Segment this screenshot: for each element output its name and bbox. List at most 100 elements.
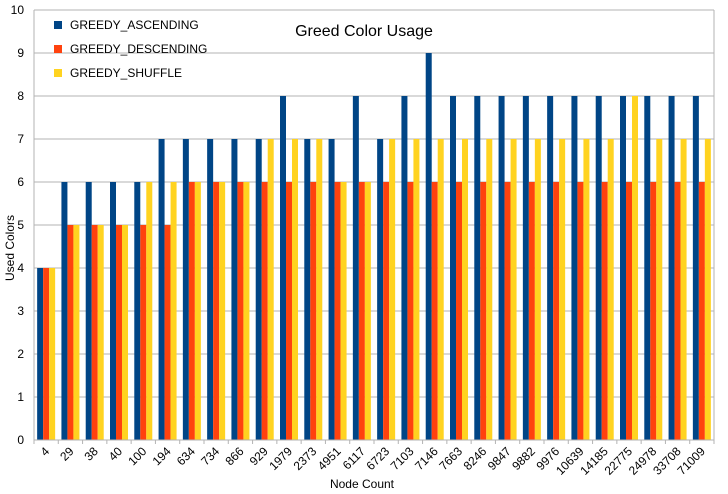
bar-greedy-descending <box>310 182 317 440</box>
bar-greedy-ascending <box>425 53 432 440</box>
bar-greedy-ascending <box>328 139 335 440</box>
y-tick-label: 8 <box>17 89 24 103</box>
bar-greedy-descending <box>140 225 147 440</box>
x-tick-label: 71009 <box>674 444 708 478</box>
bar-greedy-descending <box>577 182 584 440</box>
bar-greedy-ascending <box>571 96 578 440</box>
x-tick-label: 866 <box>222 444 246 468</box>
bar-greedy-shuffle <box>534 139 541 440</box>
bar-greedy-ascending <box>207 139 214 440</box>
bar-greedy-descending <box>67 225 74 440</box>
bar-greedy-shuffle <box>559 139 566 440</box>
bar-greedy-ascending <box>255 139 262 440</box>
bar-greedy-descending <box>261 182 268 440</box>
bar-greedy-descending <box>334 182 341 440</box>
bars <box>37 53 711 440</box>
y-tick-label: 7 <box>17 132 24 146</box>
bar-greedy-descending <box>456 182 462 440</box>
x-tick-label: 7103 <box>388 444 417 473</box>
bar-greedy-shuffle <box>292 139 298 440</box>
bar-greedy-ascending <box>158 139 165 440</box>
y-tick-label: 4 <box>17 261 24 275</box>
bar-greedy-descending <box>213 182 220 440</box>
bar-greedy-ascending <box>85 182 92 440</box>
bar-greedy-shuffle <box>267 139 274 440</box>
bar-greedy-descending <box>601 182 608 440</box>
bar-greedy-shuffle <box>389 139 396 440</box>
y-axis-title: Used Colors <box>3 215 17 281</box>
bar-greedy-shuffle <box>219 182 226 440</box>
bar-greedy-shuffle <box>364 182 371 440</box>
bar-greedy-descending <box>164 225 171 440</box>
x-tick-label: 4951 <box>315 444 344 473</box>
bar-greedy-ascending <box>134 182 141 440</box>
x-tick-label: 634 <box>174 444 198 468</box>
bar-greedy-shuffle <box>632 96 638 440</box>
bar-greedy-descending <box>528 182 535 440</box>
x-tick-label: 7146 <box>412 444 441 473</box>
bar-greedy-descending <box>91 225 98 440</box>
bar-greedy-ascending <box>401 96 408 440</box>
x-tick-label: 2373 <box>291 444 320 473</box>
bar-greedy-descending <box>286 182 292 440</box>
bar-greedy-shuffle <box>704 139 711 440</box>
y-tick-label: 0 <box>17 433 24 447</box>
legend-swatch <box>54 69 62 77</box>
bar-greedy-shuffle <box>194 182 201 440</box>
bar-greedy-descending <box>407 182 414 440</box>
y-tick-label: 6 <box>17 175 24 189</box>
x-tick-label: 38 <box>81 444 101 464</box>
bar-greedy-descending <box>43 268 50 440</box>
bar-greedy-descending <box>383 182 390 440</box>
bar-greedy-ascending <box>474 96 481 440</box>
x-tick-label: 1979 <box>266 444 295 473</box>
y-tick-label: 1 <box>17 390 24 404</box>
legend-label: GREEDY_DESCENDING <box>70 42 207 56</box>
y-tick-label: 2 <box>17 347 24 361</box>
bar-greedy-ascending <box>304 139 311 440</box>
bar-greedy-descending <box>188 182 195 440</box>
bar-greedy-shuffle <box>486 139 493 440</box>
legend-swatch <box>54 45 62 53</box>
y-tick-label: 10 <box>11 3 25 17</box>
bar-greedy-ascending <box>668 96 675 440</box>
bar-greedy-shuffle <box>437 139 444 440</box>
legend-swatch <box>54 21 62 29</box>
bar-greedy-shuffle <box>49 268 56 440</box>
axes <box>33 10 715 444</box>
bar-greedy-ascending <box>498 96 505 440</box>
bar-greedy-shuffle <box>170 182 177 440</box>
legend-label: GREEDY_SHUFFLE <box>70 66 182 80</box>
bar-greedy-ascending <box>377 139 384 440</box>
bar-greedy-shuffle <box>146 182 153 440</box>
x-tick-label: 9847 <box>485 444 514 473</box>
bar-greedy-ascending <box>352 96 359 440</box>
x-tick-label: 194 <box>150 444 174 468</box>
bar-greedy-shuffle <box>510 139 517 440</box>
bar-greedy-descending <box>358 182 365 440</box>
bar-greedy-ascending <box>280 96 286 440</box>
bar-greedy-ascending <box>644 96 651 440</box>
bar-greedy-ascending <box>547 96 554 440</box>
bar-greedy-descending <box>116 225 122 440</box>
bar-greedy-shuffle <box>413 139 420 440</box>
bar-greedy-descending <box>626 182 632 440</box>
x-tick-label: 29 <box>57 444 77 464</box>
bar-greedy-descending <box>504 182 511 440</box>
bar-greedy-shuffle <box>243 182 250 440</box>
bar-greedy-descending <box>674 182 681 440</box>
bar-greedy-shuffle <box>340 182 347 440</box>
y-tick-label: 3 <box>17 304 24 318</box>
bar-greedy-ascending <box>450 96 456 440</box>
legend-label: GREEDY_ASCENDING <box>70 18 199 32</box>
x-tick-label: 40 <box>106 444 126 464</box>
bar-greedy-ascending <box>37 268 44 440</box>
bar-greedy-shuffle <box>122 225 128 440</box>
bar-greedy-shuffle <box>680 139 687 440</box>
bar-greedy-descending <box>553 182 560 440</box>
bar-greedy-ascending <box>61 182 68 440</box>
bar-greedy-ascending <box>522 96 529 440</box>
bar-greedy-ascending <box>595 96 602 440</box>
x-tick-label: 8246 <box>461 444 490 473</box>
